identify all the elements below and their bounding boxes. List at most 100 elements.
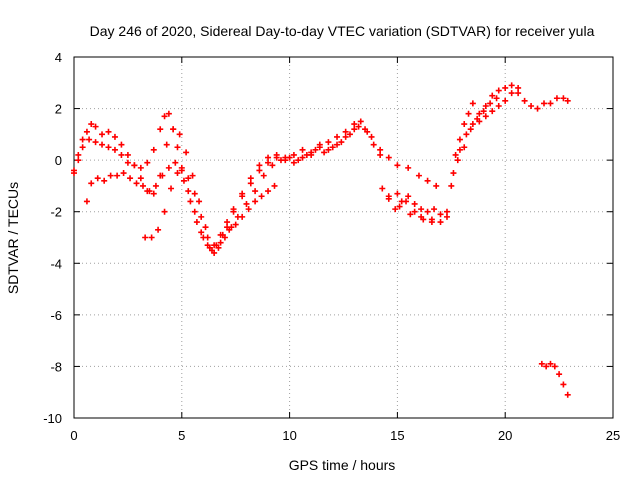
data-point <box>377 151 384 158</box>
data-point <box>230 206 237 213</box>
data-point <box>118 151 125 158</box>
data-point <box>547 360 554 367</box>
data-point <box>191 190 198 197</box>
data-point <box>185 175 192 182</box>
y-axis-label: SDTVAR / TECUs <box>5 182 21 294</box>
data-point <box>224 219 231 226</box>
data-point <box>495 87 502 94</box>
data-point <box>461 121 468 128</box>
data-point <box>256 162 263 169</box>
data-point <box>83 198 90 205</box>
data-point <box>489 92 496 99</box>
data-point <box>137 164 144 171</box>
data-point <box>243 200 250 207</box>
x-axis-label: GPS time / hours <box>289 457 396 473</box>
data-point <box>469 121 476 128</box>
data-point <box>139 182 146 189</box>
data-point <box>273 151 280 158</box>
data-point <box>299 154 306 161</box>
data-point <box>392 206 399 213</box>
data-point <box>495 102 502 109</box>
data-point <box>508 82 515 89</box>
data-point <box>265 188 272 195</box>
data-point <box>252 188 259 195</box>
axis-ticks: 0 5 10 15 20 25 -10 -8 -6 -4 -2 0 2 4 <box>43 50 620 443</box>
data-point <box>396 203 403 210</box>
data-point <box>161 113 168 120</box>
data-point <box>521 97 528 104</box>
data-point <box>528 102 535 109</box>
data-point <box>433 182 440 189</box>
data-point <box>161 208 168 215</box>
data-point <box>101 177 108 184</box>
data-point <box>431 206 438 213</box>
data-point <box>137 175 144 182</box>
data-point <box>157 126 164 133</box>
data-point <box>448 182 455 189</box>
y-tick-label: 0 <box>55 153 62 168</box>
y-tick-label: -6 <box>50 308 62 323</box>
data-point <box>290 159 297 166</box>
data-point <box>217 239 224 246</box>
data-point <box>146 188 153 195</box>
data-point <box>155 226 162 233</box>
data-point <box>79 144 86 151</box>
data-point <box>258 193 265 200</box>
data-point <box>379 185 386 192</box>
data-point <box>515 90 522 97</box>
data-point <box>437 211 444 218</box>
data-point <box>165 164 172 171</box>
data-point <box>118 141 125 148</box>
data-point <box>564 97 571 104</box>
data-point <box>443 208 450 215</box>
data-point <box>232 221 239 228</box>
data-point <box>239 213 246 220</box>
data-point <box>541 100 548 107</box>
series-track-g <box>538 360 571 398</box>
data-point <box>368 133 375 140</box>
data-point <box>338 139 345 146</box>
grid <box>74 57 613 418</box>
data-point <box>351 126 358 133</box>
data-point <box>463 131 470 138</box>
data-point <box>92 123 99 130</box>
data-point <box>312 146 319 153</box>
data-point <box>351 121 358 128</box>
data-point <box>75 157 82 164</box>
data-point <box>191 208 198 215</box>
data-point <box>219 231 226 238</box>
data-point <box>260 172 267 179</box>
data-point <box>405 164 412 171</box>
data-point <box>515 84 522 91</box>
data-point <box>465 110 472 117</box>
data-point <box>213 242 220 249</box>
data-point <box>83 128 90 135</box>
series-track-c <box>83 126 358 249</box>
data-point <box>405 193 412 200</box>
data-point <box>551 363 558 370</box>
data-point <box>75 151 82 158</box>
data-point <box>342 133 349 140</box>
data-point <box>256 167 263 174</box>
data-point <box>174 144 181 151</box>
data-point <box>556 371 563 378</box>
data-point <box>144 159 151 166</box>
data-point <box>211 249 218 256</box>
data-point <box>385 154 392 161</box>
data-point <box>394 190 401 197</box>
data-point <box>107 172 114 179</box>
x-tick-label: 20 <box>498 428 512 443</box>
data-point <box>474 115 481 122</box>
data-point <box>86 136 93 143</box>
data-point <box>502 84 509 91</box>
data-point <box>124 151 131 158</box>
data-point <box>176 131 183 138</box>
data-point <box>424 177 431 184</box>
data-point <box>105 144 112 151</box>
data-point <box>114 172 121 179</box>
data-point <box>200 234 207 241</box>
data-point <box>290 151 297 158</box>
data-point <box>133 180 140 187</box>
y-tick-label: -10 <box>43 411 62 426</box>
data-point <box>489 108 496 115</box>
